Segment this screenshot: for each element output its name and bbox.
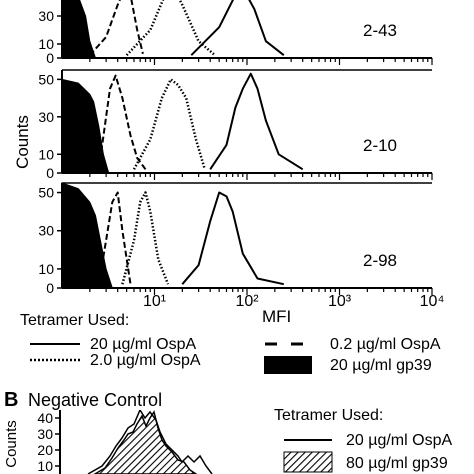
series-dashed	[97, 74, 147, 170]
panel-label: 2-98	[363, 251, 397, 270]
series-filled	[61, 0, 97, 59]
y-tick-label: 10	[38, 261, 54, 277]
y-tick-label: 10	[38, 146, 54, 162]
y-tick-label: 10	[37, 458, 53, 474]
y-tick-label: 0	[46, 280, 54, 296]
legend: Tetramer Used: 20 µg/ml OspA 0.2 µg/ml O…	[20, 312, 441, 374]
y-axis-label: Counts	[13, 115, 32, 169]
y-axis-label: Counts	[3, 420, 20, 468]
y-tick-label: 30	[38, 109, 54, 125]
y-tick-label: 30	[37, 426, 53, 442]
legend-hatched-swatch	[283, 451, 333, 473]
y-tick-label: 0	[46, 165, 54, 181]
series-dashed	[89, 0, 144, 56]
y-tick-label: 40	[37, 410, 53, 426]
panel-b: B Negative Control Counts 40 30 20 10	[3, 389, 213, 474]
panel-label: 2-43	[363, 21, 397, 40]
y-tick-label: 50	[38, 185, 54, 201]
series-solid	[181, 191, 285, 286]
y-tick-label: 10	[38, 36, 54, 52]
series-dotted	[132, 78, 206, 170]
legend-item-label: 0.2 µg/ml OspA	[330, 336, 441, 353]
legend-item-label: 80 µg/ml gp39	[346, 455, 448, 472]
legend-b: Tetramer Used: 20 µg/ml OspA 80 µg/ml gp…	[274, 407, 452, 473]
series-filled	[61, 182, 113, 289]
x-tick-label: 10⁴	[420, 293, 445, 310]
series-80ug-gp39	[93, 410, 198, 474]
legend-item-label: 2.0 µg/ml OspA	[90, 352, 201, 369]
y-tick-label: 0	[46, 50, 54, 66]
legend-item-label: 20 µg/ml OspA	[346, 432, 452, 449]
y-tick-label: 30	[38, 8, 54, 24]
x-tick-label: 10²	[235, 293, 259, 310]
x-tick-label: 10¹	[143, 293, 166, 310]
legend-title: Tetramer Used:	[274, 407, 383, 424]
panel-label: 2-10	[363, 136, 397, 155]
legend-item-label: 20 µg/ml OspA	[90, 336, 196, 353]
y-tick-label: 20	[37, 442, 53, 458]
y-tick-label: 50	[38, 71, 54, 87]
series-dotted	[121, 191, 170, 285]
x-tick-label: 10³	[328, 293, 352, 310]
panel-letter: B	[4, 389, 18, 411]
histogram-panel: 010 30 2-43	[38, 0, 433, 66]
series-dashed	[97, 191, 132, 285]
legend-filled-swatch	[264, 356, 312, 374]
x-axis-label: MFI	[262, 307, 291, 326]
legend-title: Tetramer Used:	[20, 312, 129, 329]
histogram-panel: 0 10 30 50 2-10	[38, 69, 433, 181]
series-20ug-ospa	[87, 410, 213, 474]
panel-title: Negative Control	[28, 390, 162, 410]
series-solid	[209, 72, 304, 171]
y-tick-label: 30	[38, 223, 54, 239]
y-tick: 40 30 20 10	[37, 410, 60, 474]
series-solid	[190, 0, 285, 56]
histogram-panel: 0 10 30 50 2-98 10¹ 10² 10³ 10⁴	[38, 182, 445, 310]
series-filled	[61, 78, 110, 174]
legend-item-label: 20 µg/ml gp39	[330, 357, 432, 374]
series-dotted	[125, 0, 216, 57]
